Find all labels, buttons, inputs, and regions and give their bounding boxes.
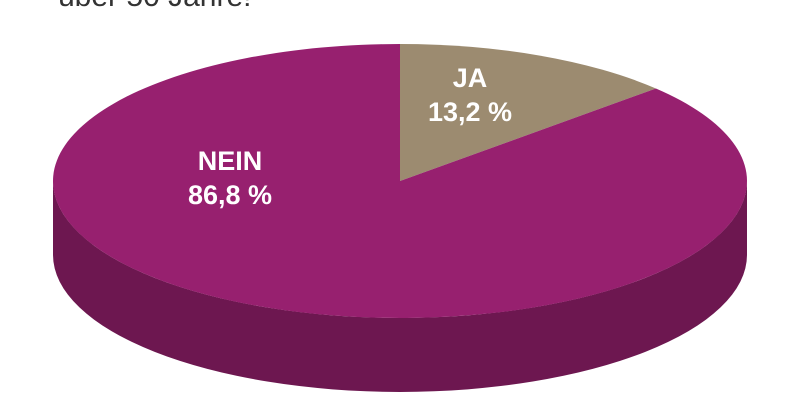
pie-slice — [400, 44, 656, 181]
slice-value-label: 13,2 % — [428, 97, 512, 127]
slice-label: NEIN — [198, 146, 263, 176]
pie-slice-side — [53, 181, 747, 392]
pie-slice — [52, 44, 748, 319]
slice-value-label: 86,8 % — [188, 180, 272, 210]
chart-title: über 50 Jahre! — [58, 0, 251, 13]
slice-label: JA — [453, 63, 488, 93]
